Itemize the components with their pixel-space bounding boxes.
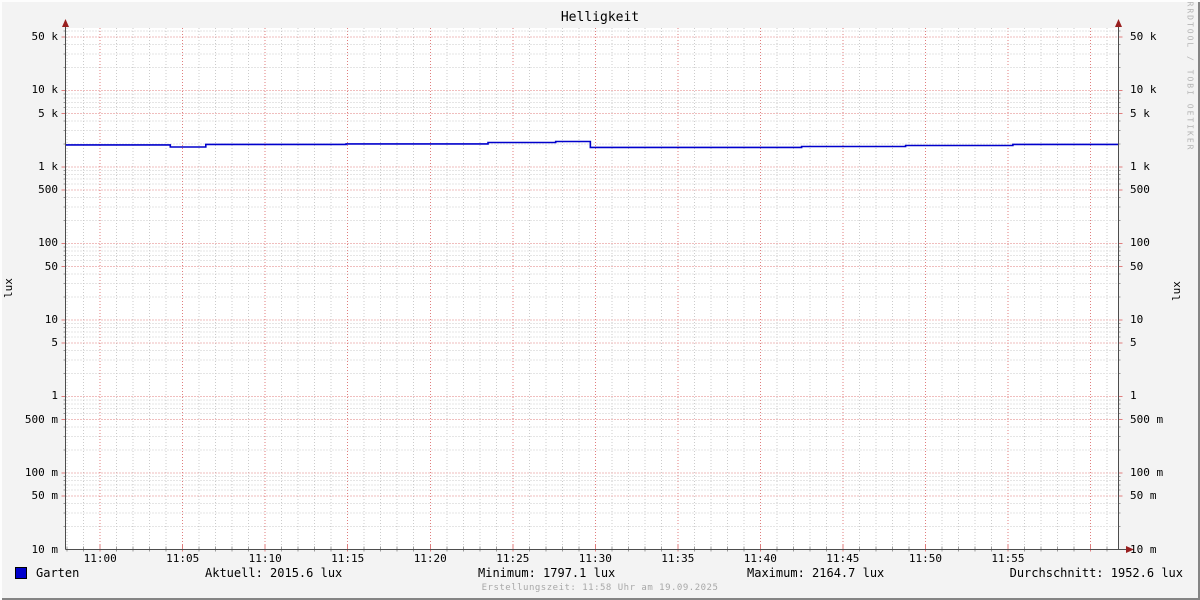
stat-aktuell: Aktuell: 2015.6 lux <box>205 566 343 580</box>
creation-timestamp: Erstellungszeit: 11:58 Uhr am 19.09.2025 <box>481 583 719 593</box>
y-axis-label-right: lux <box>1170 281 1183 301</box>
y-tick-label-right: 10 <box>1130 312 1144 326</box>
y-tick-label-left: 50 m <box>31 489 59 503</box>
y-tick-label-left: 50 k <box>31 30 59 44</box>
y-tick-label-left: 100 m <box>24 465 58 479</box>
y-tick-label-right: 50 m <box>1130 489 1157 503</box>
x-tick-label: 11:15 <box>331 552 365 565</box>
y-tick-label-right: 5 k <box>1130 106 1150 120</box>
legend-series-label: Garten <box>36 566 80 580</box>
y-tick-label-left: 500 <box>38 183 58 197</box>
x-tick-label: 11:40 <box>743 552 777 565</box>
y-tick-label-left: 10 k <box>31 83 59 97</box>
x-tick-label: 11:05 <box>166 552 200 565</box>
y-tick-label-right: 500 m <box>1130 412 1164 426</box>
y-tick-label-right: 100 <box>1130 236 1150 250</box>
y-tick-label-right: 1 k <box>1130 159 1150 173</box>
y-tick-label-left: 1 <box>51 389 58 403</box>
y-tick-label-right: 10 k <box>1130 83 1157 97</box>
y-tick-label-left: 100 <box>38 236 58 250</box>
stat-minimum: Minimum: 1797.1 lux <box>478 566 616 580</box>
x-tick-label: 11:10 <box>248 552 282 565</box>
stat-maximum: Maximum: 2164.7 lux <box>747 566 885 580</box>
y-tick-label-right: 5 <box>1130 336 1137 350</box>
y-tick-label-left: 50 <box>44 259 58 273</box>
x-tick-label: 11:50 <box>908 552 942 565</box>
y-tick-label-right: 10 m <box>1130 542 1157 556</box>
y-tick-label-right: 50 k <box>1130 30 1157 44</box>
stat-durchschnitt: Durchschnitt: 1952.6 lux <box>1009 566 1183 580</box>
legend-row: Garten Aktuell: 2015.6 lux Minimum: 1797… <box>0 566 1200 582</box>
y-tick-label-left: 1 k <box>38 159 58 173</box>
x-tick-label: 11:35 <box>661 552 695 565</box>
y-tick-label-right: 1 <box>1130 389 1137 403</box>
x-tick-label: 11:30 <box>578 552 612 565</box>
y-tick-label-right: 500 <box>1130 183 1150 197</box>
y-tick-label-left: 5 k <box>38 106 58 120</box>
y-axis-label-left: lux <box>2 278 15 298</box>
y-tick-label-right: 50 <box>1130 259 1144 273</box>
y-tick-label-right: 100 m <box>1130 465 1164 479</box>
legend-swatch-garten <box>15 567 27 579</box>
x-tick-label: 11:25 <box>496 552 530 565</box>
chart-title: Helligkeit <box>560 10 640 25</box>
x-tick-label: 11:20 <box>413 552 447 565</box>
x-tick-label: 11:45 <box>826 552 860 565</box>
y-tick-label-left: 500 m <box>24 412 58 426</box>
y-tick-label-left: 10 <box>44 312 58 326</box>
y-tick-label-left: 10 m <box>31 542 59 556</box>
x-tick-label: 11:00 <box>83 552 117 565</box>
x-tick-label: 11:55 <box>991 552 1025 565</box>
y-tick-label-left: 5 <box>51 336 58 350</box>
